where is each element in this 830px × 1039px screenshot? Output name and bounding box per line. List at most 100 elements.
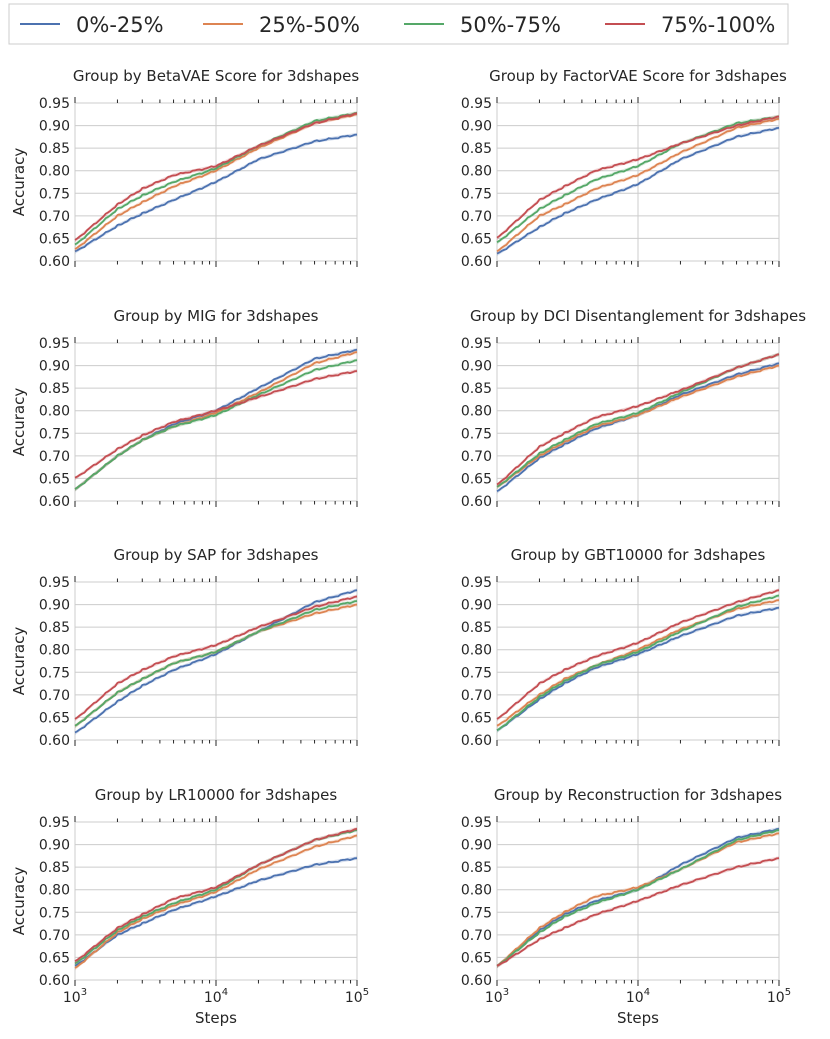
series-line xyxy=(496,606,780,732)
series-line xyxy=(74,112,358,241)
panel-1: Group by FactorVAE Score for 3dshapes 0.6… xyxy=(461,67,787,270)
series-line xyxy=(74,834,358,969)
y-tick-label: 0.80 xyxy=(461,643,492,659)
y-tick-label: 0.75 xyxy=(461,665,492,681)
y-tick-label: 0.65 xyxy=(461,471,492,487)
panel-6: Group by LR10000 for 3dshapes 0.60 0.65 0.7… xyxy=(10,786,369,1027)
panel-7: Group by Reconstruction for 3dshapes 0.60… xyxy=(461,786,791,1027)
y-tick-label: 0.70 xyxy=(461,209,492,225)
y-tick-label: 0.60 xyxy=(39,733,70,749)
series-line xyxy=(74,589,358,734)
series-line xyxy=(74,133,358,253)
y-tick-label: 0.95 xyxy=(461,575,492,591)
x-tick-base: 10 xyxy=(63,990,81,1006)
x-tick-exponent: 4 xyxy=(644,987,650,998)
y-tick-label: 0.65 xyxy=(461,710,492,726)
series-line xyxy=(496,353,780,486)
x-tick-base: 10 xyxy=(626,990,644,1006)
x-tick-base: 10 xyxy=(345,990,363,1006)
y-tick-label: 0.85 xyxy=(461,141,492,157)
panel-title: Group by DCI Disentanglement for 3dshape… xyxy=(470,307,806,325)
x-tick-label: 105 xyxy=(345,987,369,1006)
y-tick-label: 0.65 xyxy=(39,710,70,726)
y-tick-label: 0.60 xyxy=(39,254,70,270)
x-tick-label: 104 xyxy=(204,987,228,1006)
y-tick-label: 0.75 xyxy=(461,905,492,921)
legend-label: 0%-25% xyxy=(76,13,164,37)
y-tick-label: 0.75 xyxy=(461,426,492,442)
series-line xyxy=(496,126,780,255)
x-tick-label: 105 xyxy=(767,987,791,1006)
x-tick-exponent: 4 xyxy=(222,987,228,998)
x-tick-base: 10 xyxy=(485,990,503,1006)
y-tick-label: 0.60 xyxy=(461,494,492,510)
y-tick-label: 0.60 xyxy=(39,973,70,989)
panel-title: Group by MIG for 3dshapes xyxy=(114,307,319,325)
x-tick-label: 103 xyxy=(485,987,509,1006)
y-tick-label: 0.60 xyxy=(39,494,70,510)
y-tick-label: 0.75 xyxy=(39,905,70,921)
series-line xyxy=(74,359,358,490)
y-tick-label: 0.90 xyxy=(461,598,492,614)
legend-label: 25%-50% xyxy=(259,13,360,37)
y-tick-label: 0.95 xyxy=(461,815,492,831)
panel-5: Group by GBT10000 for 3dshapes 0.60 0.65 0.… xyxy=(461,546,780,749)
y-tick-label: 0.70 xyxy=(461,928,492,944)
x-tick-exponent: 3 xyxy=(81,987,87,998)
series-line xyxy=(496,115,780,239)
x-tick-base: 10 xyxy=(767,990,785,1006)
y-tick-label: 0.65 xyxy=(461,950,492,966)
y-tick-label: 0.85 xyxy=(461,860,492,876)
x-tick-label: 103 xyxy=(63,987,87,1006)
chart-grid: Group by BetaVAE Score for 3dshapes 0.60 0… xyxy=(10,67,806,1027)
panel-2: Group by MIG for 3dshapes 0.60 0.65 0.70 0.7… xyxy=(10,307,358,510)
y-tick-label: 0.85 xyxy=(39,141,70,157)
y-tick-label: 0.60 xyxy=(461,733,492,749)
series-line xyxy=(496,829,780,967)
series-line xyxy=(496,115,780,243)
series-line xyxy=(496,832,780,967)
y-tick-label: 0.95 xyxy=(39,336,70,352)
y-tick-label: 0.90 xyxy=(39,359,70,375)
y-tick-label: 0.90 xyxy=(39,838,70,854)
y-axis-label: Accuracy xyxy=(10,627,28,696)
y-tick-label: 0.70 xyxy=(39,449,70,465)
panel-title: Group by BetaVAE Score for 3dshapes xyxy=(73,67,360,85)
y-tick-label: 0.70 xyxy=(39,209,70,225)
y-tick-label: 0.80 xyxy=(461,883,492,899)
x-tick-label: 104 xyxy=(626,987,650,1006)
y-axis-label: Accuracy xyxy=(10,867,28,936)
series-line xyxy=(496,594,780,732)
series-line xyxy=(496,364,780,488)
legend-label: 50%-75% xyxy=(460,13,561,37)
y-axis-label: Accuracy xyxy=(10,148,28,217)
panel-title: Group by LR10000 for 3dshapes xyxy=(95,786,338,804)
series-line xyxy=(74,857,358,967)
y-tick-label: 0.90 xyxy=(461,119,492,135)
x-axis-label: Steps xyxy=(195,1009,237,1027)
y-tick-label: 0.80 xyxy=(39,883,70,899)
y-tick-label: 0.95 xyxy=(39,575,70,591)
series-line xyxy=(496,117,780,252)
legend-frame xyxy=(8,3,789,45)
y-tick-label: 0.80 xyxy=(39,643,70,659)
y-tick-label: 0.80 xyxy=(39,404,70,420)
y-tick-label: 0.85 xyxy=(39,860,70,876)
x-tick-exponent: 3 xyxy=(503,987,509,998)
series-line xyxy=(74,827,358,962)
y-tick-label: 0.90 xyxy=(39,598,70,614)
x-tick-exponent: 5 xyxy=(363,987,369,998)
y-tick-label: 0.75 xyxy=(39,186,70,202)
series-line xyxy=(74,595,358,720)
series-line xyxy=(496,857,780,967)
y-tick-label: 0.90 xyxy=(461,359,492,375)
y-tick-label: 0.65 xyxy=(39,231,70,247)
series-line xyxy=(74,112,358,246)
y-tick-label: 0.75 xyxy=(461,186,492,202)
y-tick-label: 0.70 xyxy=(461,449,492,465)
series-line xyxy=(496,362,780,493)
y-tick-label: 0.70 xyxy=(39,928,70,944)
series-line xyxy=(496,589,780,720)
panel-title: Group by FactorVAE Score for 3dshapes xyxy=(489,67,787,85)
